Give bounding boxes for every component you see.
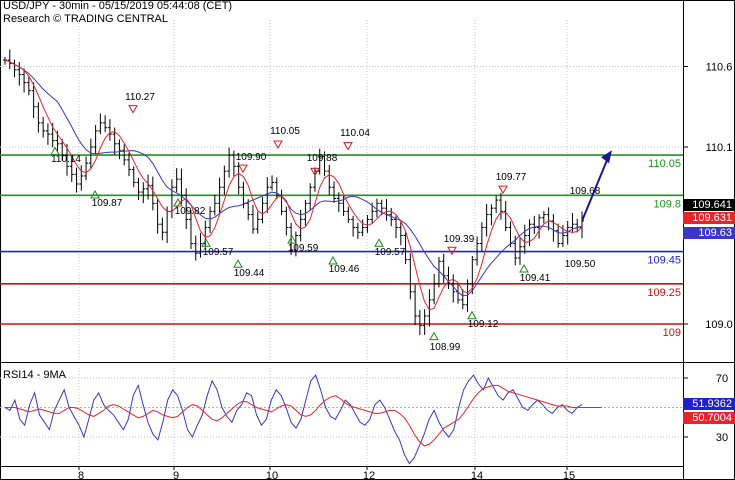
swing-label: 110.04	[340, 128, 370, 139]
swing-high-marker	[310, 167, 320, 177]
time-tick-label: 8	[78, 470, 84, 480]
price-tag-0: 109.641	[683, 199, 735, 211]
swing-label: 110.05	[270, 126, 300, 137]
swing-label: 109.77	[496, 172, 527, 183]
swing-label: 109.57	[375, 247, 406, 258]
time-tick-label: 14	[471, 470, 483, 480]
forecast-arrow-head	[601, 150, 612, 164]
swing-low-marker	[429, 331, 439, 341]
time-tick-label: 12	[363, 470, 375, 480]
swing-label: 109.90	[236, 152, 267, 163]
swing-low-marker	[374, 238, 384, 247]
rsi-tag-1: 50.7004	[683, 412, 735, 424]
swing-label: 109.82	[175, 206, 206, 217]
swing-low-marker	[173, 198, 183, 207]
rsi-tick-label: 30	[716, 432, 728, 444]
rsi-ma-line	[5, 384, 602, 447]
swing-label: 108.99	[430, 342, 461, 353]
swing-low-marker	[50, 146, 60, 156]
chart-title: USD/JPY - 30min - 05/15/2019 05:44:08 (C…	[3, 0, 233, 12]
price-tag-2: 109.63	[683, 227, 735, 239]
swing-label: 109.57	[203, 247, 234, 258]
swing-high-marker	[498, 185, 508, 195]
swing-label: 109.41	[520, 273, 551, 284]
swing-low-marker	[328, 255, 338, 265]
swing-label: 110.27	[125, 92, 155, 103]
level-label-109.8: 109.8	[653, 198, 681, 210]
swing-label: 109.50	[565, 259, 596, 270]
swing-label: 110.14	[51, 154, 81, 165]
price-tick-label: 110.6	[706, 62, 733, 74]
time-tick-label: 9	[173, 470, 179, 480]
level-label-110.05: 110.05	[648, 158, 681, 170]
rsi-tag-0: 51.9362	[683, 398, 735, 410]
swing-high-marker	[343, 142, 353, 151]
rsi-line	[4, 374, 583, 465]
forecast-arrow-shaft	[581, 154, 610, 222]
price-tag-1: 109.631	[683, 212, 735, 224]
swing-label: 109.59	[288, 243, 319, 254]
swing-high-marker	[273, 140, 283, 150]
swing-label: 109.88	[307, 153, 338, 164]
swing-label: 109.68	[570, 186, 601, 197]
moving-average-fast	[4, 59, 583, 311]
swing-label: 109.46	[329, 264, 360, 275]
moving-average-slow	[4, 59, 583, 297]
swing-label: 109.12	[468, 319, 499, 330]
time-tick-label: 15	[563, 470, 575, 480]
rsi-panel-label: RSI14 - 9MA	[3, 369, 67, 381]
swing-low-marker	[287, 235, 297, 244]
swing-low-marker	[90, 190, 100, 199]
rsi-tick-label: 70	[716, 373, 728, 385]
time-tick-label: 10	[266, 470, 278, 480]
level-label-109: 109	[663, 327, 681, 339]
swing-label: 109.39	[444, 234, 475, 245]
swing-low-marker	[233, 259, 243, 268]
swing-low-marker	[467, 310, 477, 320]
swing-high-marker	[128, 105, 138, 114]
swing-low-marker	[519, 264, 529, 273]
price-tick-label: 110.1	[706, 142, 733, 154]
swing-high-marker	[238, 164, 248, 174]
chart-credit: Research © TRADING CENTRAL	[3, 13, 168, 25]
swing-label: 109.87	[92, 198, 123, 209]
swing-label: 109.44	[234, 268, 265, 279]
price-tick-label: 109.0	[705, 319, 733, 331]
swing-low-marker	[201, 238, 211, 247]
swing-high-marker	[447, 246, 457, 256]
level-label-109.45: 109.45	[647, 255, 681, 267]
level-label-109.25: 109.25	[647, 287, 681, 299]
